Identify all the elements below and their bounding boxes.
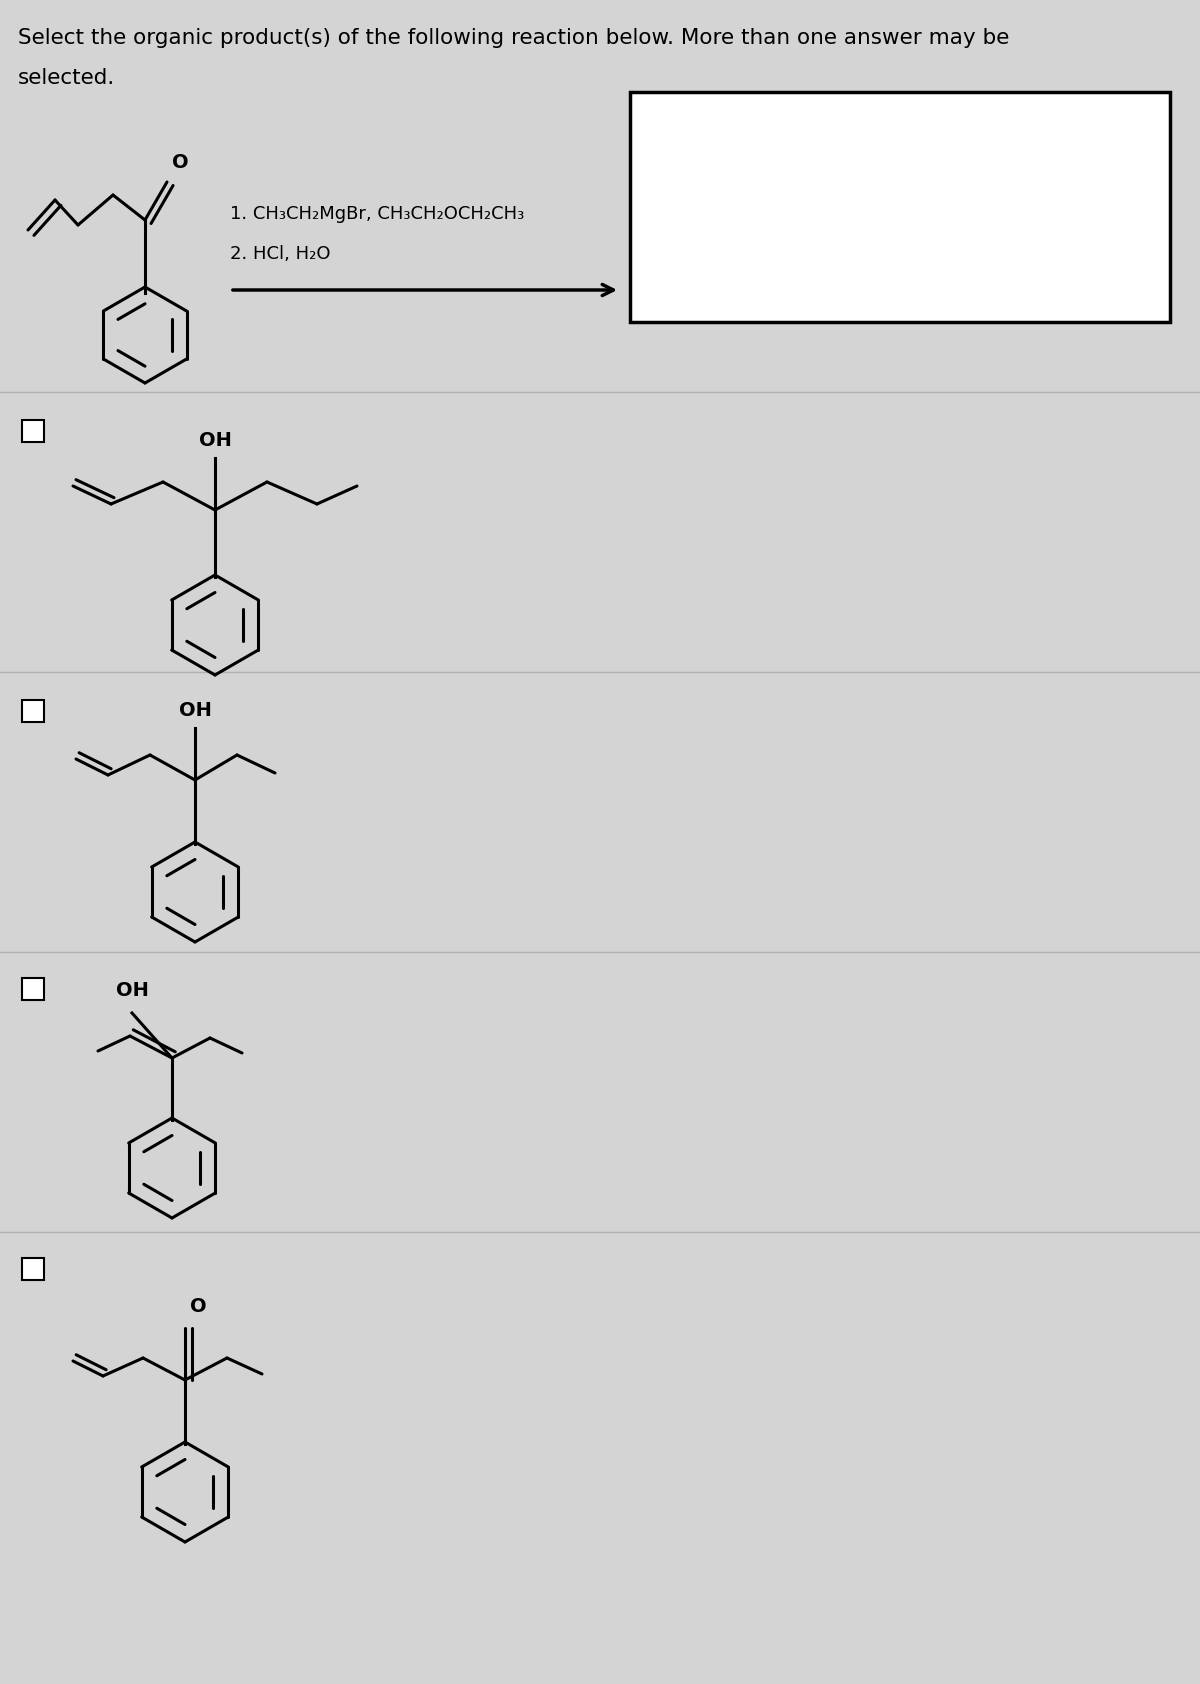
Bar — [22, 978, 44, 1000]
Bar — [22, 419, 44, 441]
Text: OH: OH — [115, 982, 149, 1000]
Bar — [630, 93, 1170, 322]
Text: OH: OH — [198, 431, 232, 450]
Text: 1. CH₃CH₂MgBr, CH₃CH₂OCH₂CH₃: 1. CH₃CH₂MgBr, CH₃CH₂OCH₂CH₃ — [230, 205, 524, 222]
Bar — [22, 701, 44, 722]
Text: O: O — [190, 1297, 206, 1315]
Text: O: O — [172, 153, 188, 172]
Text: selected.: selected. — [18, 67, 115, 88]
Bar — [22, 1258, 44, 1280]
Text: 2. HCl, H₂O: 2. HCl, H₂O — [230, 244, 330, 263]
Text: Select the organic product(s) of the following reaction below. More than one ans: Select the organic product(s) of the fol… — [18, 29, 1009, 49]
Text: OH: OH — [179, 701, 211, 721]
